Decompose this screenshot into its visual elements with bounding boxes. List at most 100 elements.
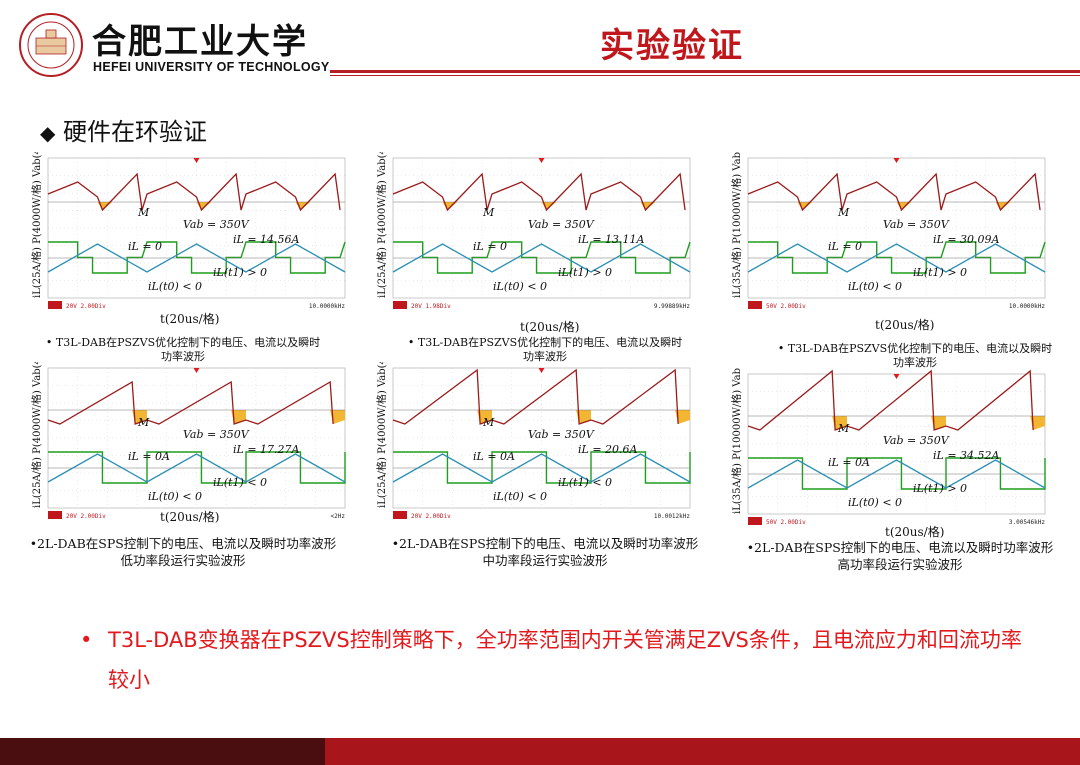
- caption-line1: • T3L-DAB在PSZVS优化控制下的电压、电流以及瞬时: [45, 336, 321, 349]
- status-left: 20V 1.98Div: [411, 303, 451, 310]
- oscilloscope-capture: 20V 2.00Div 10.0012kHz M Vab = 350V iL = 20.…: [375, 362, 691, 520]
- university-seal-logo: [19, 13, 83, 77]
- university-name-cn: 合肥工业大学: [92, 22, 308, 62]
- power-trace: [747, 172, 1041, 212]
- oscilloscope-capture: 20V 2.00Div 10.0000kHz M Vab = 350V iL = 14.…: [30, 152, 346, 310]
- y-axis-labels: iL(25A/格) P(4000W/格) Vab(400V / 格): [30, 152, 43, 298]
- oscilloscope-capture: 50V 2.00Div 10.0000kHz M Vab = 350V iL = 30.…: [730, 152, 1046, 310]
- trigger-marker-icon: [538, 158, 545, 163]
- annotation-3: iL = 13.11A: [578, 233, 645, 246]
- voltage-trace: [748, 241, 1046, 274]
- y-axis-labels: iL(25A/格) P(4000W/格) Vab(400V / 格): [30, 362, 43, 508]
- status-right: 10.0000kHz: [309, 303, 346, 310]
- y-axis-labels: iL(25A/格) P(4000W/格) Vab(400V / 格): [375, 152, 388, 298]
- voltage-trace: [48, 451, 346, 484]
- annotation-4: iL = 0A: [828, 456, 870, 469]
- current-trace: [392, 243, 691, 273]
- power-trace: [392, 368, 679, 425]
- annotation-2: Vab = 350V: [883, 218, 950, 231]
- y-axis-labels: iL(35A/格) P(10000W/格) Vab(400V / 格): [730, 152, 743, 298]
- waveform-panel-4: 20V 2.00Div <2Hz M Vab = 350V iL = 17.27A iL …: [30, 362, 360, 527]
- annotation-3: iL = 14.56A: [233, 233, 300, 246]
- power-trace: [47, 172, 341, 212]
- trigger-marker-icon: [193, 368, 200, 373]
- footer-bar-dark: [0, 738, 325, 765]
- annotation-5: iL(t1) > 0: [213, 266, 267, 279]
- annotation-4: iL = 0A: [473, 450, 515, 463]
- panel-caption: •2L-DAB在SPS控制下的电压、电流以及瞬时功率波形 高功率段运行实验波形: [735, 539, 1065, 573]
- panel-caption: •2L-DAB在SPS控制下的电压、电流以及瞬时功率波形 低功率段运行实验波形: [18, 535, 348, 569]
- annotation-5: iL(t1) > 0: [558, 266, 612, 279]
- status-left: 50V 2.00Div: [766, 303, 806, 310]
- annotation-1: M: [837, 206, 850, 219]
- waveform-panel-5: 20V 2.00Div 10.0012kHz M Vab = 350V iL = 20.…: [375, 362, 705, 527]
- voltage-trace: [393, 451, 691, 484]
- annotation-6: iL(t0) < 0: [848, 496, 902, 509]
- x-axis-label: t(20us/格): [885, 525, 945, 539]
- annotation-3: iL = 17.27A: [233, 443, 300, 456]
- panel-caption: • T3L-DAB在PSZVS优化控制下的电压、电流以及瞬时 功率波形: [33, 336, 333, 364]
- annotation-2: Vab = 350V: [183, 218, 250, 231]
- panel-caption: • T3L-DAB在PSZVS优化控制下的电压、电流以及瞬时 功率波形: [385, 336, 705, 364]
- section-heading: ◆ 硬件在环验证: [40, 112, 207, 147]
- header-divider-thin: [330, 75, 1080, 76]
- x-axis-label: t(20us/格): [520, 320, 580, 334]
- trigger-marker-icon: [893, 158, 900, 163]
- x-axis-label: t(20us/格): [160, 312, 220, 326]
- annotation-6: iL(t0) < 0: [148, 280, 202, 293]
- annotation-1: M: [137, 416, 150, 429]
- trigger-marker-icon: [538, 368, 545, 373]
- oscilloscope-capture: 20V 2.00Div <2Hz M Vab = 350V iL = 17.27A iL …: [30, 362, 346, 520]
- y-axis-labels: iL(35A/格) P(10000W/格) Vab(400V / 格): [730, 368, 743, 514]
- annotation-2: Vab = 350V: [528, 428, 595, 441]
- voltage-trace: [393, 241, 691, 274]
- annotation-6: iL(t0) < 0: [493, 490, 547, 503]
- x-axis-label: t(20us/格): [160, 510, 220, 524]
- annotation-5: iL(t1) > 0: [913, 482, 967, 495]
- caption-line1: • T3L-DAB在PSZVS优化控制下的电压、电流以及瞬时: [407, 336, 683, 349]
- x-axis-label: t(20us/格): [875, 318, 935, 332]
- status-left: 20V 2.00Div: [411, 513, 451, 520]
- annotation-4: iL = 0: [473, 240, 507, 253]
- status-right: 10.0000kHz: [1009, 303, 1046, 310]
- diamond-icon: ◆: [40, 121, 56, 145]
- annotation-1: M: [482, 416, 495, 429]
- status-right: 3.00546kHz: [1009, 519, 1046, 526]
- section-heading-text: 硬件在环验证: [63, 118, 208, 146]
- power-trace: [392, 172, 686, 212]
- status-left: 50V 2.00Div: [766, 519, 806, 526]
- conclusion-bullet: •: [80, 628, 93, 652]
- status-right: 9.99889kHz: [654, 303, 691, 310]
- conclusion-text: T3L-DAB变换器在PSZVS控制策略下，全功率范围内开关管满足ZVS条件，且…: [108, 628, 1022, 692]
- caption-line1: •2L-DAB在SPS控制下的电压、电流以及瞬时功率波形: [746, 540, 1054, 555]
- current-trace: [747, 459, 1046, 489]
- caption-line2: 功率波形: [893, 356, 937, 369]
- annotation-3: iL = 20.6A: [578, 443, 638, 456]
- panel-caption: • T3L-DAB在PSZVS优化控制下的电压、电流以及瞬时 功率波形: [755, 342, 1075, 370]
- current-trace: [47, 243, 346, 273]
- annotation-6: iL(t0) < 0: [493, 280, 547, 293]
- panel-caption: •2L-DAB在SPS控制下的电压、电流以及瞬时功率波形 中功率段运行实验波形: [380, 535, 710, 569]
- annotation-3: iL = 34.52A: [933, 449, 1000, 462]
- annotation-6: iL(t0) < 0: [848, 280, 902, 293]
- status-right: <2Hz: [331, 513, 346, 520]
- status-right: 10.0012kHz: [654, 513, 691, 520]
- annotation-2: Vab = 350V: [528, 218, 595, 231]
- annotation-3: iL = 30.09A: [933, 233, 1000, 246]
- backflow-power-area: [477, 410, 690, 424]
- annotation-2: Vab = 350V: [183, 428, 250, 441]
- annotation-1: M: [837, 422, 850, 435]
- annotation-5: iL(t1) < 0: [558, 476, 612, 489]
- trigger-marker-icon: [193, 158, 200, 163]
- backflow-power-area: [132, 410, 345, 424]
- current-trace: [392, 453, 691, 483]
- caption-line1: •2L-DAB在SPS控制下的电压、电流以及瞬时功率波形: [391, 536, 699, 551]
- power-trace: [747, 369, 1034, 431]
- caption-line2: 功率波形: [161, 350, 205, 363]
- annotation-1: M: [137, 206, 150, 219]
- annotation-5: iL(t1) > 0: [913, 266, 967, 279]
- footer-bar-red: [325, 738, 1080, 765]
- caption-line2: 高功率段运行实验波形: [837, 557, 963, 572]
- annotation-2: Vab = 350V: [883, 434, 950, 447]
- voltage-trace: [48, 241, 346, 274]
